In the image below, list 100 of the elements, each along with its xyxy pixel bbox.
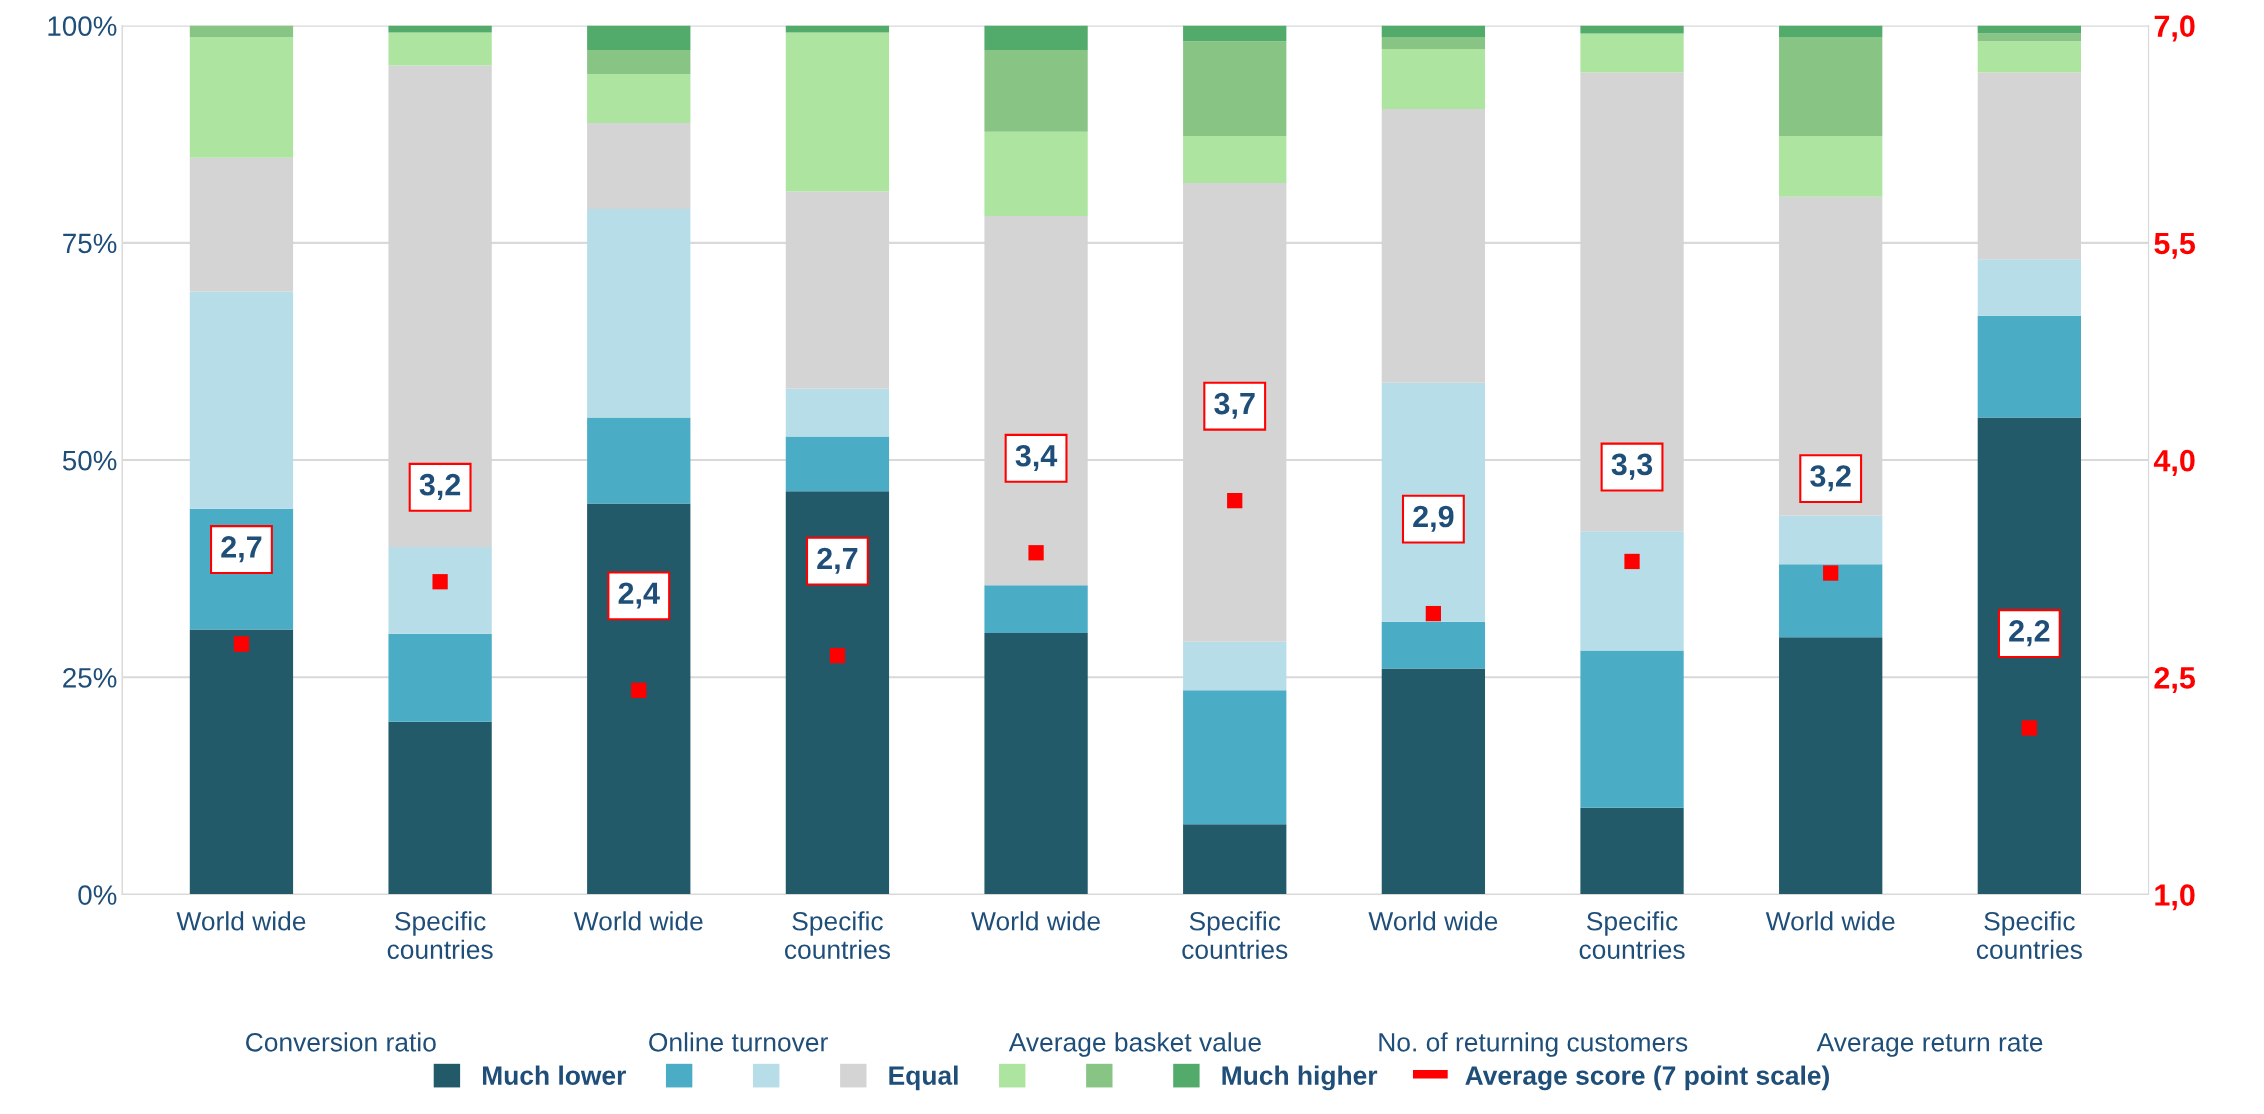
bar (1381, 36, 1486, 50)
text: Conversion ratio (246, 1032, 436, 1052)
data-label: 3,2 (419, 473, 461, 500)
point (432, 574, 448, 590)
bar (984, 585, 1088, 633)
bar (1381, 668, 1486, 895)
bar (189, 36, 294, 158)
bar (1381, 49, 1486, 110)
bar (1183, 690, 1287, 825)
x-tick-label: Specific countries (1579, 911, 1685, 960)
bar (1779, 25, 1883, 37)
bar (587, 503, 691, 895)
data-label: 2,9 (1413, 505, 1454, 532)
bar (1580, 33, 1684, 73)
bar (1779, 515, 1883, 565)
bar (587, 49, 691, 75)
y2-tick-label: 7,0 (2154, 15, 2195, 42)
y2-tick-label: 4,0 (2153, 449, 2195, 476)
bar (785, 25, 890, 33)
y-tick-label: 25% (63, 667, 117, 688)
bar (1779, 637, 1883, 895)
text: No. of returning customers (1379, 1032, 1688, 1057)
data-label: 3,7 (1214, 392, 1255, 419)
bar (388, 721, 492, 895)
point (1028, 545, 1044, 561)
bar (1381, 621, 1486, 669)
bar (1977, 315, 2081, 418)
bar (984, 25, 1088, 50)
point (233, 636, 250, 652)
bar (1977, 259, 2081, 316)
data-label: 3,2 (1810, 465, 1851, 492)
data-label: 2,7 (221, 536, 262, 563)
bar (388, 546, 492, 634)
text: Average return rate (1816, 1033, 2043, 1057)
point (1624, 553, 1640, 570)
bar (189, 25, 294, 37)
bar (189, 291, 294, 509)
legend-label: Average score (7 point scale) (1465, 1065, 1829, 1091)
x-tick-label: World wide (1765, 911, 1895, 931)
bar (1580, 531, 1684, 651)
bar (785, 436, 890, 492)
x-tick-label: World wide (176, 911, 306, 931)
x-tick-label: Specific countries (1976, 911, 2082, 960)
point (2021, 720, 2037, 736)
data-label: 2,7 (817, 547, 858, 574)
point (1425, 605, 1442, 622)
bar (1779, 564, 1883, 638)
legend-label: Equal (889, 1065, 958, 1091)
y-tick-label: 0% (78, 885, 117, 905)
bar (388, 633, 492, 722)
x-tick-label: Specific countries (785, 911, 890, 960)
bar (984, 131, 1088, 216)
bar (587, 122, 691, 209)
text: Online turnover (649, 1032, 828, 1052)
point (631, 682, 647, 698)
bar (587, 208, 691, 418)
y-tick-label: 100% (48, 16, 117, 36)
bar (984, 49, 1088, 132)
bar (1779, 135, 1883, 197)
text: Average basket value (1008, 1032, 1261, 1057)
bar (1381, 25, 1486, 37)
y-tick-label: 50% (62, 450, 117, 471)
y2-tick-label: 5,5 (2154, 232, 2196, 259)
bar (587, 25, 691, 50)
bar (785, 491, 890, 895)
bar (1580, 807, 1684, 895)
legend-label: Much higher (1222, 1065, 1378, 1091)
data-label: 3,3 (1611, 453, 1653, 480)
x-tick-label: Specific countries (1182, 911, 1288, 960)
bar (388, 25, 492, 33)
point (1823, 565, 1839, 581)
bar (1183, 41, 1287, 136)
x-tick-label: Specific countries (387, 911, 493, 960)
bar (1183, 25, 1287, 42)
bar (1580, 25, 1684, 34)
bar (587, 74, 691, 123)
bar (1183, 135, 1287, 183)
bar (1183, 824, 1287, 895)
data-label: 2,4 (618, 582, 660, 609)
bar (1977, 417, 2081, 895)
point (829, 647, 846, 664)
data-label: 3,4 (1015, 444, 1058, 471)
y2-tick-label: 2,5 (2154, 667, 2196, 694)
data-label: 2,2 (2009, 620, 2050, 647)
x-tick-label: World wide (573, 911, 703, 931)
x-tick-label: World wide (971, 911, 1100, 931)
bar (388, 32, 492, 66)
bar (587, 417, 691, 504)
bar (1977, 41, 2081, 73)
bar (984, 633, 1088, 895)
bar (189, 629, 294, 895)
bar (1580, 650, 1684, 808)
bar (1977, 33, 2081, 42)
x-tick-label: World wide (1368, 911, 1498, 931)
y2-tick-label: 1,0 (2155, 884, 2195, 911)
bar (1183, 641, 1287, 691)
y-tick-label: 75% (63, 233, 117, 254)
bar (785, 32, 890, 192)
bar (1779, 36, 1883, 136)
bar (785, 388, 890, 437)
